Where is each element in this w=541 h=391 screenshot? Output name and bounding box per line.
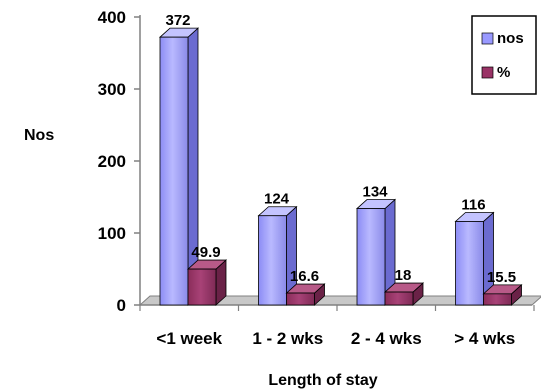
bar-nos (355, 198, 397, 306)
y-tick-label: 0 (117, 296, 126, 315)
legend-label-percent: % (497, 64, 510, 81)
bar-front (286, 292, 315, 306)
bar-front (483, 293, 512, 306)
data-label-nos: 372 (165, 12, 190, 29)
bar-nos (158, 27, 200, 306)
data-label-nos: 134 (362, 184, 388, 201)
data-label-percent: 15.5 (487, 269, 516, 286)
bars (158, 27, 523, 306)
data-labels: 372 49.9 124 16.6 134 18 116 15.5 (165, 12, 516, 286)
data-label-nos: 116 (461, 196, 485, 213)
bar-percent (383, 282, 425, 306)
bar-nos (257, 205, 298, 306)
bar-front (455, 221, 484, 306)
legend-swatch-nos (481, 32, 494, 45)
bar-front (384, 291, 414, 306)
x-axis-categories: <1 week 1 - 2 wks 2 - 4 wks > 4 wks (139, 305, 535, 348)
x-tick-label: <1 week (156, 329, 222, 348)
x-tick-label: 2 - 4 wks (351, 329, 422, 348)
legend-label-nos: nos (497, 30, 524, 47)
bar-front (159, 36, 189, 306)
y-tick-label: 200 (98, 152, 126, 171)
bar-front (187, 268, 217, 306)
legend-swatch-percent (481, 66, 494, 79)
bar-percent (482, 283, 523, 306)
data-label-percent: 16.6 (290, 268, 319, 285)
bar-percent (186, 259, 228, 306)
x-tick-label: 1 - 2 wks (252, 329, 323, 348)
y-axis-ticks: 0 100 200 300 400 (98, 8, 140, 315)
y-tick-label: 400 (98, 8, 126, 27)
legend: nos % (471, 15, 537, 95)
y-axis-title: Nos (24, 127, 54, 144)
bar-front (258, 215, 287, 306)
y-tick-label: 100 (98, 224, 126, 243)
x-tick-label: > 4 wks (454, 329, 515, 348)
x-axis-title: Length of stay (268, 372, 377, 389)
legend-box (471, 15, 537, 95)
data-label-percent: 49.9 (191, 244, 220, 261)
bar-front (356, 208, 386, 306)
bar-percent (285, 283, 326, 306)
y-tick-label: 300 (98, 80, 126, 99)
data-label-nos: 124 (264, 191, 290, 208)
data-label-percent: 18 (395, 267, 412, 284)
